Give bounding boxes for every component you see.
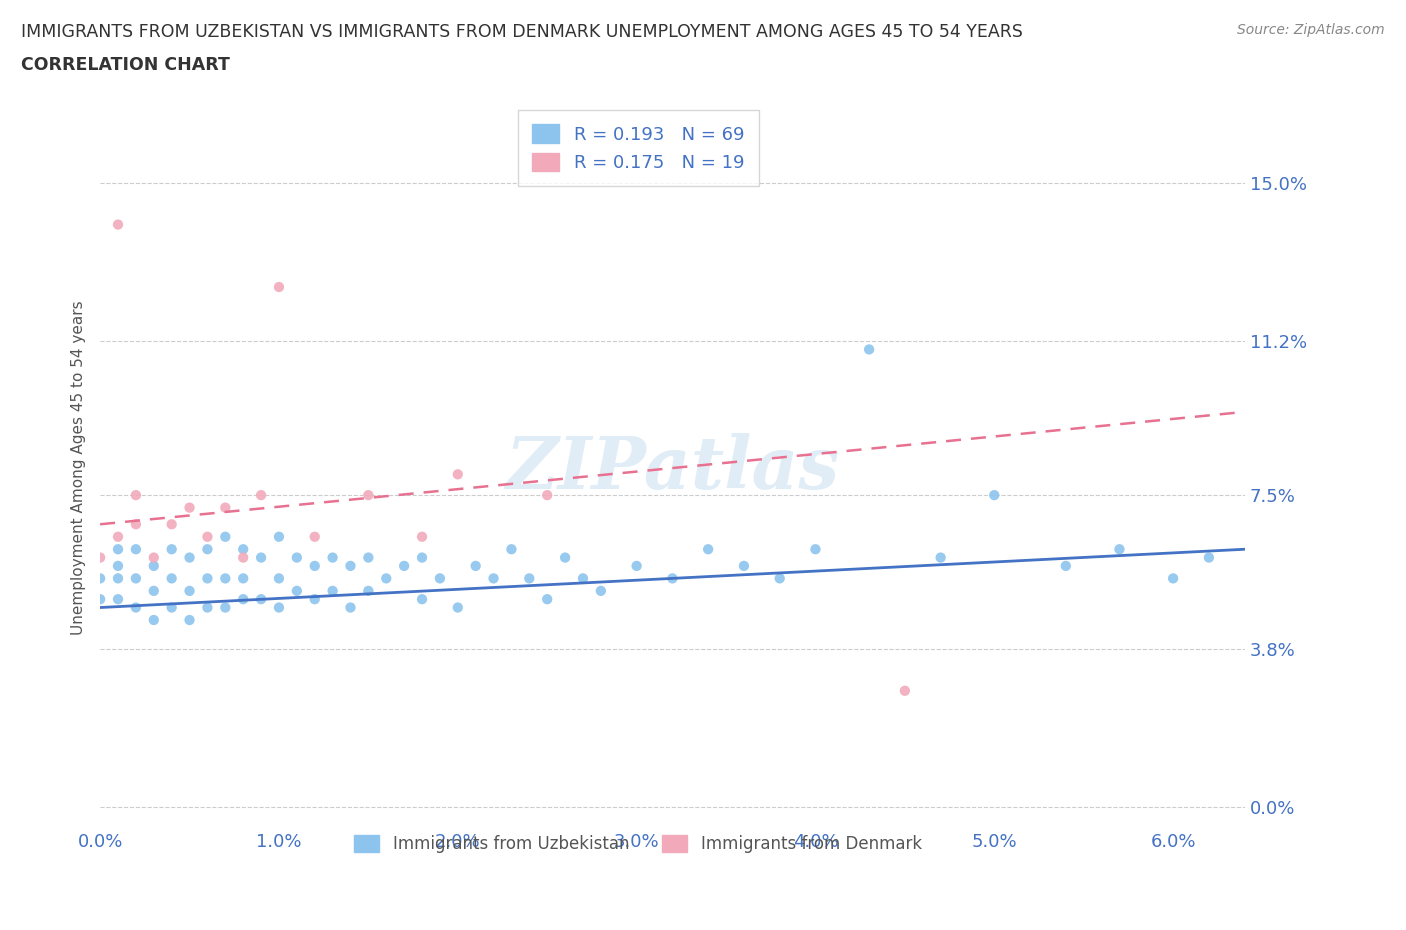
Point [179,551,201,565]
Text: CORRELATION CHART: CORRELATION CHART [21,56,231,73]
Point [1161,571,1184,586]
Point [929,551,952,565]
Point [107,558,129,573]
Point [267,571,290,586]
Point [250,487,273,502]
Point [107,529,129,544]
Point [125,542,148,557]
Text: Source: ZipAtlas.com: Source: ZipAtlas.com [1237,23,1385,37]
Point [250,551,273,565]
Point [357,487,380,502]
Point [214,500,236,515]
Point [572,571,595,586]
Point [411,529,433,544]
Point [357,551,380,565]
Point [1054,558,1077,573]
Point [447,600,470,615]
Point [733,558,755,573]
Point [285,551,308,565]
Point [142,558,165,573]
Point [429,571,451,586]
Point [536,591,558,606]
Point [411,551,433,565]
Point [267,280,290,295]
Point [232,551,254,565]
Point [160,517,183,532]
Point [411,591,433,606]
Legend: Immigrants from Uzbekistan, Immigrants from Denmark: Immigrants from Uzbekistan, Immigrants f… [347,828,928,859]
Point [304,591,326,606]
Point [142,613,165,628]
Point [589,583,612,598]
Point [517,571,540,586]
Point [179,500,201,515]
Point [357,583,380,598]
Point [304,558,326,573]
Point [214,529,236,544]
Point [107,542,129,557]
Point [232,542,254,557]
Text: IMMIGRANTS FROM UZBEKISTAN VS IMMIGRANTS FROM DENMARK UNEMPLOYMENT AMONG AGES 45: IMMIGRANTS FROM UZBEKISTAN VS IMMIGRANTS… [21,23,1024,41]
Point [107,217,129,232]
Point [858,342,880,357]
Point [804,542,827,557]
Point [160,542,183,557]
Point [447,467,470,482]
Point [197,542,219,557]
Point [322,551,344,565]
Point [89,591,111,606]
Point [339,600,361,615]
Text: ZIPatlas: ZIPatlas [505,432,839,503]
Y-axis label: Unemployment Among Ages 45 to 54 years: Unemployment Among Ages 45 to 54 years [72,300,86,635]
Point [214,600,236,615]
Point [501,542,523,557]
Point [626,558,648,573]
Point [142,583,165,598]
Point [142,551,165,565]
Point [285,583,308,598]
Point [322,583,344,598]
Point [107,591,129,606]
Point [267,600,290,615]
Point [392,558,415,573]
Point [697,542,720,557]
Point [89,571,111,586]
Point [894,684,917,698]
Point [214,571,236,586]
Point [250,591,273,606]
Point [1108,542,1130,557]
Point [125,487,148,502]
Point [267,529,290,544]
Point [536,487,558,502]
Point [125,517,148,532]
Point [769,571,792,586]
Point [339,558,361,573]
Point [482,571,505,586]
Point [160,600,183,615]
Point [125,600,148,615]
Point [197,529,219,544]
Point [464,558,486,573]
Point [160,571,183,586]
Point [179,613,201,628]
Point [89,551,111,565]
Point [125,571,148,586]
Point [232,571,254,586]
Point [375,571,398,586]
Point [197,600,219,615]
Point [179,583,201,598]
Point [232,591,254,606]
Point [304,529,326,544]
Point [983,487,1005,502]
Point [554,551,576,565]
Point [197,571,219,586]
Point [107,571,129,586]
Point [661,571,683,586]
Point [1198,551,1220,565]
